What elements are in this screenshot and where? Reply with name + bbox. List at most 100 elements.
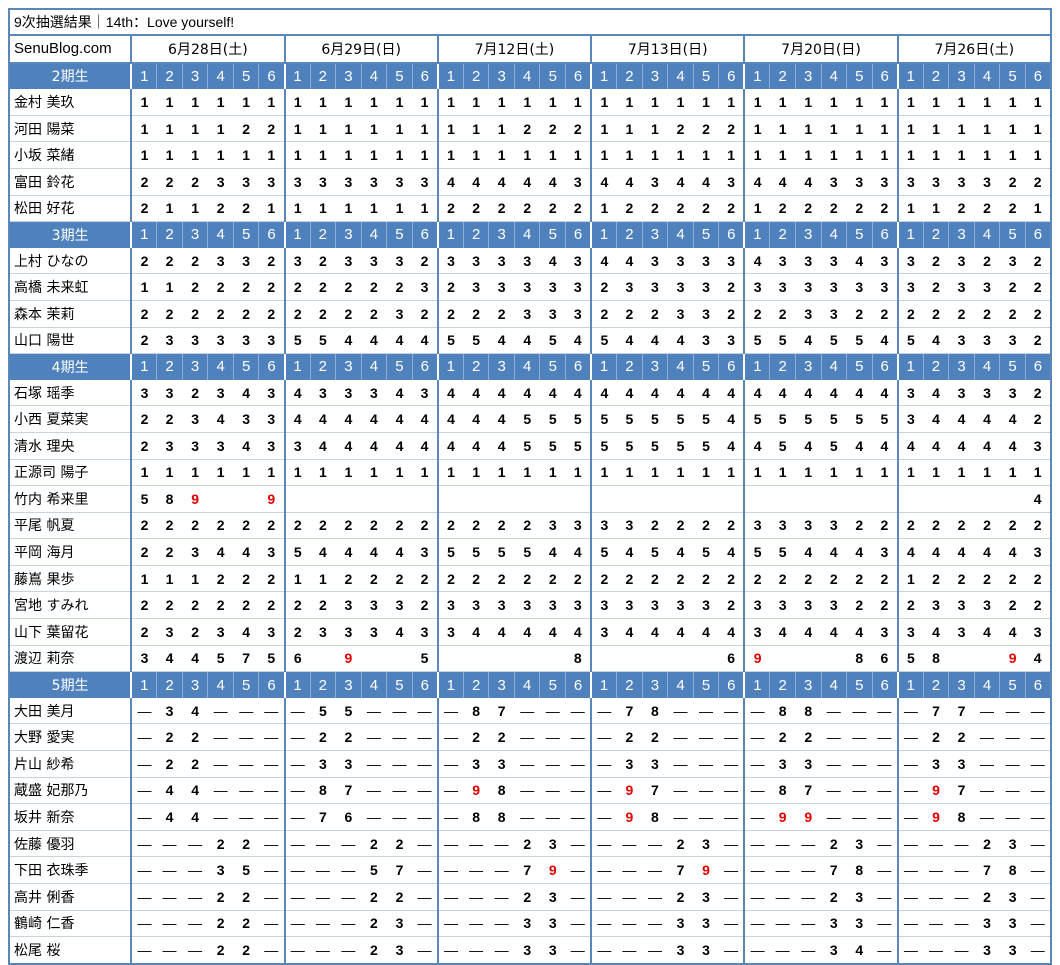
result-cell: — xyxy=(718,936,745,965)
result-cell: 5 xyxy=(539,327,566,355)
result-cell: — xyxy=(948,856,975,884)
result-cell: — xyxy=(258,697,285,725)
result-cell: 2 xyxy=(233,512,259,540)
result-cell: — xyxy=(283,723,311,752)
member-name: 竹内 希来里 xyxy=(9,485,133,513)
result-cell: 1 xyxy=(769,115,796,143)
result-cell xyxy=(436,485,464,513)
result-cell xyxy=(999,485,1026,513)
result-cell: 3 xyxy=(642,750,668,778)
member-name: 河田 陽菜 xyxy=(9,115,133,143)
result-cell: 3 xyxy=(846,883,873,911)
result-cell: 3 xyxy=(948,273,975,301)
result-cell: 5 xyxy=(616,432,643,460)
slot-number: 5 xyxy=(232,353,259,380)
result-cell: 3 xyxy=(361,379,387,407)
result-cell: 2 xyxy=(590,565,617,593)
result-cell: 2 xyxy=(999,565,1026,593)
result-cell: 3 xyxy=(846,273,873,301)
result-cell: — xyxy=(667,750,694,778)
slot-number: 4 xyxy=(820,62,847,90)
slot-number: 2 xyxy=(462,221,489,248)
result-cell: — xyxy=(821,750,847,778)
result-cell: 3 xyxy=(539,910,566,938)
result-cell: 2 xyxy=(156,247,183,275)
result-cell xyxy=(616,645,643,673)
result-cell: 5 xyxy=(642,538,668,566)
result-cell: 1 xyxy=(642,459,668,487)
result-cell: 1 xyxy=(361,141,387,169)
result-cell: 2 xyxy=(821,195,847,223)
result-cell: 3 xyxy=(821,591,847,620)
result-cell: 9 xyxy=(539,856,566,884)
result-cell: 8 xyxy=(795,697,821,725)
result-cell: 2 xyxy=(590,300,617,328)
result-cell: 4 xyxy=(335,432,362,460)
member-row: 正源司 陽子 1 1 1 1 1 1 1 1 1 1 1 1 1 1 1 1 1 1 1 1 1 1 1 1 1 1 1 1 1 1 1 1 1 1… xyxy=(9,459,1051,487)
result-cell xyxy=(283,485,311,513)
result-cell: — xyxy=(335,830,362,858)
result-cell: 3 xyxy=(693,273,719,301)
slot-number: 2 xyxy=(156,353,183,380)
result-cell: — xyxy=(795,856,821,884)
result-cell: 3 xyxy=(565,247,592,275)
result-cell: 5 xyxy=(258,645,285,673)
result-cell: 1 xyxy=(948,115,975,143)
result-cell xyxy=(463,485,489,513)
result-cell: 2 xyxy=(156,538,183,566)
result-cell: 2 xyxy=(131,538,157,566)
result-cell: 3 xyxy=(769,750,796,778)
result-cell: 3 xyxy=(821,936,847,965)
result-cell: 3 xyxy=(412,538,438,566)
result-cell: 8 xyxy=(999,856,1026,884)
result-cell: 2 xyxy=(233,883,259,911)
result-cell: 2 xyxy=(488,195,515,223)
slot-number: 5 xyxy=(539,221,566,248)
slot-number: 4 xyxy=(207,353,234,380)
result-cell: 1 xyxy=(488,459,515,487)
result-cell: 5 xyxy=(207,645,234,673)
result-cell: 2 xyxy=(361,565,387,593)
result-cell: 9 xyxy=(769,803,796,831)
result-cell: 3 xyxy=(948,168,975,196)
result-cell: 5 xyxy=(283,538,311,566)
result-cell: — xyxy=(743,803,770,831)
result-cell: 3 xyxy=(412,618,438,646)
result-cell: 4 xyxy=(693,168,719,196)
result-cell: 2 xyxy=(412,300,438,328)
member-row: 上村 ひなの 2 2 2 3 3 2 3 2 3 3 3 2 3 3 3 3 4 3 4 4 3 3 3 3 4 3 3 3 4 3 3 2 3 2… xyxy=(9,247,1051,275)
result-cell: 3 xyxy=(590,618,617,646)
result-cell: 9 xyxy=(999,645,1026,673)
result-cell: — xyxy=(131,856,157,884)
result-cell: — xyxy=(896,936,924,965)
slot-number: 2 xyxy=(156,221,183,248)
result-cell: 2 xyxy=(769,300,796,328)
result-cell: — xyxy=(769,936,796,965)
result-cell: 1 xyxy=(335,141,362,169)
result-cell: 4 xyxy=(207,405,234,433)
result-cell: — xyxy=(616,830,643,858)
slot-number: 6 xyxy=(1024,221,1051,248)
result-cell: 3 xyxy=(846,830,873,858)
result-cell: — xyxy=(590,910,617,938)
result-cell: 3 xyxy=(667,591,694,620)
result-cell: 4 xyxy=(769,618,796,646)
result-cell: 3 xyxy=(539,830,566,858)
result-cell: — xyxy=(999,803,1026,831)
result-cell: 7 xyxy=(386,856,413,884)
results-sheet: 9次抽選結果｜14th：Love yourself! SenuBlog.com 6… xyxy=(8,8,1052,965)
result-cell: 3 xyxy=(565,300,592,328)
result-cell: 4 xyxy=(693,618,719,646)
result-cell: — xyxy=(896,856,924,884)
result-cell: 2 xyxy=(131,300,157,328)
slot-number: 5 xyxy=(386,62,413,90)
result-cell: 4 xyxy=(923,432,949,460)
result-cell: 2 xyxy=(667,512,694,540)
result-cell: 7 xyxy=(821,856,847,884)
result-cell: 1 xyxy=(463,89,489,116)
slot-number: 5 xyxy=(386,671,413,698)
result-cell: 2 xyxy=(769,565,796,593)
result-cell: 8 xyxy=(846,856,873,884)
result-cell: 2 xyxy=(182,750,208,778)
result-cell: 1 xyxy=(386,459,413,487)
